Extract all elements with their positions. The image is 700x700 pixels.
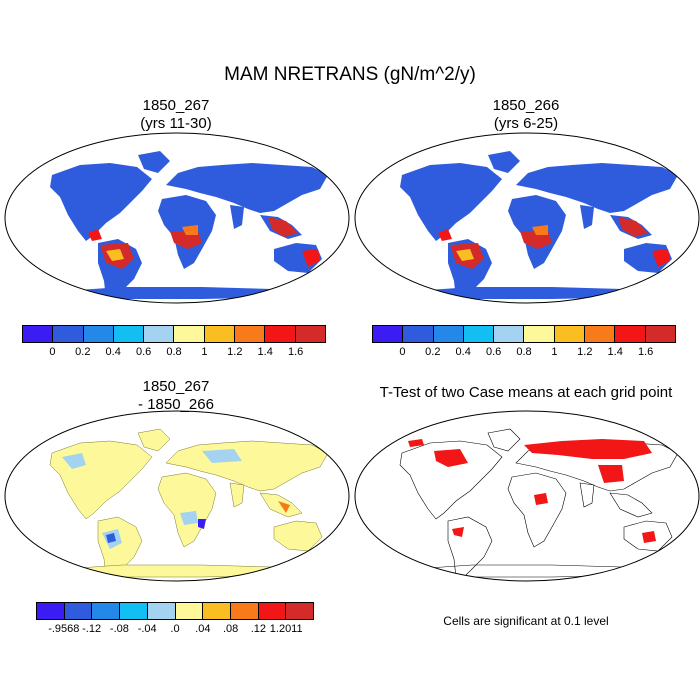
colorbar-bottom-left-swatch-8 [258, 603, 287, 619]
colorbar-labels-top-right: 0 0.2 0.4 0.6 0.8 1 1.2 1.4 1.6 [372, 346, 676, 360]
colorbar-top-left-swatch-8 [265, 326, 296, 342]
colorbar-bottom-left-swatch-7 [230, 603, 259, 619]
colorbar-bottom-left-tick-label: -.08 [109, 623, 129, 635]
panel-title-top-left: 1850_267 (yrs 11-30) [76, 97, 276, 133]
colorbar-top-right-swatch-8 [615, 326, 646, 342]
colorbar-bottom-left-tick-label: .12 [250, 623, 267, 635]
colorbar-bottom-left-tick-label: -.12 [82, 623, 102, 635]
colorbar-top-right-tick-label: 0.6 [485, 346, 502, 358]
colorbar-bottom-left-tick-label: 1.2011 [269, 623, 303, 635]
colorbar-bottom-left-tick-label: .04 [195, 623, 211, 635]
colorbar-top-left-tick-label: 1 [201, 346, 208, 358]
colorbar-bottom-left-tick-label: .0 [170, 623, 180, 635]
colorbar-top-left-tick-label: 0 [49, 346, 56, 358]
colorbar-bottom-left-swatch-0 [37, 603, 65, 619]
colorbar-top-right-tick-label: 1.6 [637, 346, 654, 358]
colorbar-top-right-swatch-9 [645, 326, 675, 342]
panel-title-top-right: 1850_266 (yrs 6-25) [426, 97, 626, 133]
colorbar-top-left-tick-label: 1.6 [287, 346, 304, 358]
colorbar-labels-top-left: 0 0.2 0.4 0.6 0.8 1 1.2 1.4 1.6 [22, 346, 326, 360]
colorbar-bottom-left-swatch-5 [175, 603, 204, 619]
colorbar-top-right-swatch-6 [554, 326, 586, 342]
colorbar-top-right-tick-label: 0.4 [455, 346, 471, 358]
colorbar-top-right-swatch-3 [463, 326, 495, 342]
colorbar-top-left-swatch-0 [23, 326, 54, 342]
colorbar-bottom-left-tick-label: .08 [222, 623, 239, 635]
colorbar-top-right-tick-label: 0.8 [516, 346, 532, 358]
colorbar-top-left-swatch-3 [113, 326, 145, 342]
colorbar-bottom-left-tick-label: -.9568 [48, 623, 80, 635]
colorbar-top-right-swatch-7 [585, 326, 616, 342]
colorbar-top-right-tick-label: 1.4 [607, 346, 623, 358]
map-top-left [4, 132, 350, 304]
ttest-footnote: Cells are significant at 0.1 level [443, 614, 609, 628]
colorbar-bottom-left-swatch-9 [286, 603, 314, 619]
colorbar-top-left-swatch-6 [204, 326, 236, 342]
colorbar-top-right-swatch-2 [433, 326, 464, 342]
colorbar-bottom-left-swatch-1 [64, 603, 93, 619]
colorbar-top-left-tick-label: 1.4 [257, 346, 273, 358]
panel-title-bottom-left: 1850_267 - 1850_266 [76, 378, 276, 414]
colorbar-bottom-left-swatch-4 [147, 603, 176, 619]
panel-title-line2: - 1850_266 [138, 396, 214, 413]
colorbar-bottom-left-swatch-6 [203, 603, 231, 619]
colorbar-labels-bottom-left: -.9568 -.12 -.08 -.04 .0 .04 .08 .12 1.2011 [36, 623, 314, 637]
colorbar-top-left-tick-label: 0.4 [105, 346, 121, 358]
colorbar-top-left-swatch-7 [235, 326, 266, 342]
colorbar-top-left-swatch-1 [53, 326, 84, 342]
colorbar-top-right-swatch-5 [524, 326, 555, 342]
panel-title-line1: T-Test of two Case means at each grid po… [379, 384, 673, 401]
colorbar-top-right-swatch-4 [494, 326, 525, 342]
colorbar-top-left-swatch-2 [83, 326, 114, 342]
colorbar-bottom-left-swatch-2 [92, 603, 121, 619]
colorbar-top-left-tick-label: 1.2 [227, 346, 243, 358]
panel-title-line1: 1850_266 [492, 97, 560, 114]
colorbar-top-left-tick-label: 0.6 [135, 346, 152, 358]
colorbar-bottom-left-swatch-3 [120, 603, 148, 619]
colorbar-bottom-left [36, 602, 314, 620]
figure-title: MAM NRETRANS (gN/m^2/y) [224, 64, 476, 85]
panel-title-line1: 1850_267 [142, 378, 210, 395]
colorbar-top-right-tick-label: 1.2 [577, 346, 593, 358]
panel-title-line2: (yrs 11-30) [140, 115, 212, 132]
panel-title-line1: 1850_267 [142, 97, 210, 114]
colorbar-top-left-swatch-4 [144, 326, 175, 342]
colorbar-top-right-tick-label: 0.2 [425, 346, 441, 358]
colorbar-bottom-left-tick-label: -.04 [137, 623, 157, 635]
panel-title-line2: (yrs 6-25) [493, 115, 559, 132]
colorbar-top-left-tick-label: 0.8 [166, 346, 182, 358]
colorbar-top-left-tick-label: 0.2 [75, 346, 91, 358]
map-bottom-left [4, 410, 350, 582]
colorbar-top-right-tick-label: 0 [399, 346, 406, 358]
colorbar-top-left-swatch-5 [174, 326, 205, 342]
map-top-right [354, 132, 700, 304]
map-bottom-right [354, 410, 700, 582]
colorbar-top-right-swatch-0 [373, 326, 404, 342]
colorbar-top-left-swatch-9 [295, 326, 325, 342]
colorbar-top-left [22, 325, 326, 343]
panel-title-bottom-right: T-Test of two Case means at each grid po… [352, 384, 700, 402]
colorbar-top-right-tick-label: 1 [551, 346, 558, 358]
colorbar-top-right-swatch-1 [403, 326, 434, 342]
colorbar-top-right [372, 325, 676, 343]
